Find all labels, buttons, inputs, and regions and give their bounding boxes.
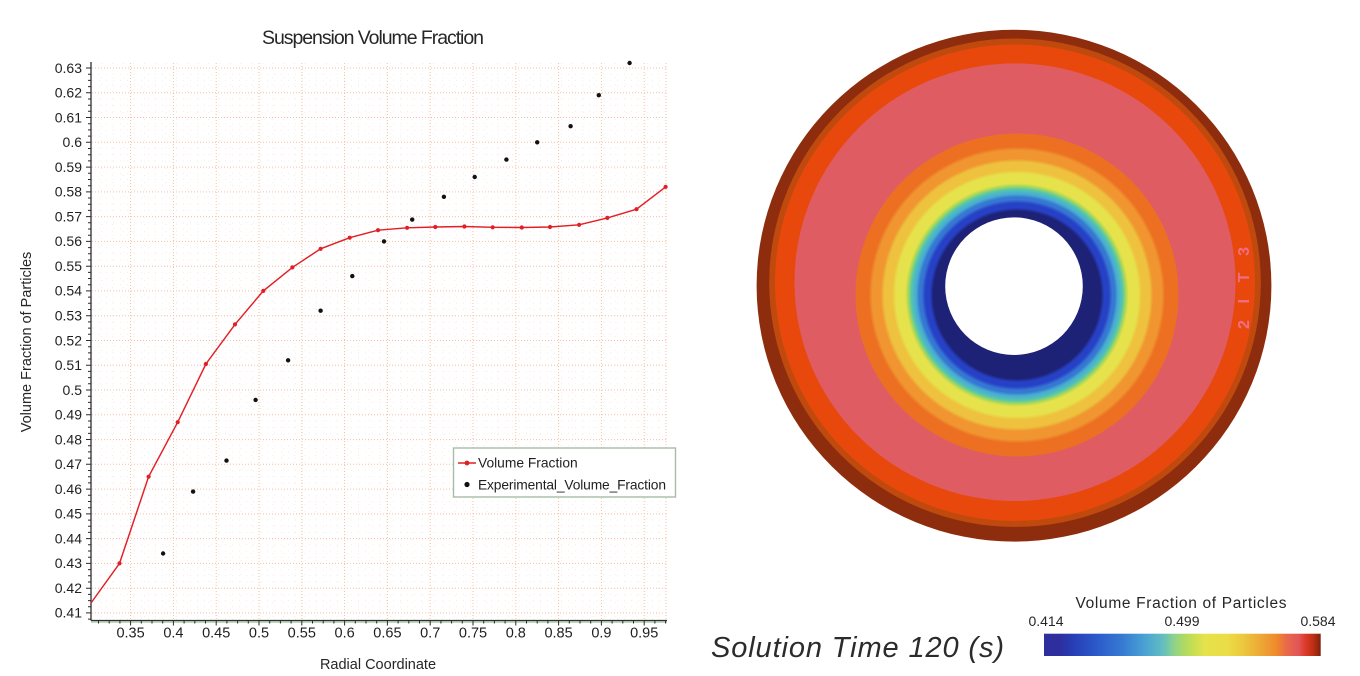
svg-text:0.6: 0.6 xyxy=(63,134,83,150)
svg-text:0.52: 0.52 xyxy=(55,332,82,348)
svg-text:0.59: 0.59 xyxy=(55,159,82,175)
svg-text:0.54: 0.54 xyxy=(55,283,82,299)
svg-text:0.47: 0.47 xyxy=(55,456,82,472)
svg-text:0.41: 0.41 xyxy=(55,605,82,621)
svg-text:Volume Fraction: Volume Fraction xyxy=(478,456,578,471)
svg-text:0.584: 0.584 xyxy=(1300,613,1335,629)
svg-text:0.57: 0.57 xyxy=(55,208,82,224)
svg-text:0.58: 0.58 xyxy=(55,184,82,200)
svg-text:0.5: 0.5 xyxy=(63,382,83,398)
svg-text:0.42: 0.42 xyxy=(55,580,82,596)
svg-text:Solution Time 120 (s): Solution Time 120 (s) xyxy=(711,632,1004,664)
svg-text:0.45: 0.45 xyxy=(55,506,82,522)
svg-text:0.9: 0.9 xyxy=(591,626,611,642)
svg-text:0.46: 0.46 xyxy=(55,481,82,497)
svg-text:0.7: 0.7 xyxy=(420,626,440,642)
svg-text:0.56: 0.56 xyxy=(55,233,82,249)
svg-text:0.62: 0.62 xyxy=(55,85,82,101)
svg-text:0.53: 0.53 xyxy=(55,308,82,324)
svg-text:Volume Fraction of Particles: Volume Fraction of Particles xyxy=(1076,595,1287,612)
svg-text:Suspension Volume Fraction: Suspension Volume Fraction xyxy=(262,27,484,49)
svg-text:0.4: 0.4 xyxy=(163,626,183,642)
svg-text:0.95: 0.95 xyxy=(630,626,658,642)
svg-text:0.63: 0.63 xyxy=(55,60,82,76)
svg-text:0.499: 0.499 xyxy=(1164,613,1199,629)
svg-text:0.75: 0.75 xyxy=(459,626,487,642)
svg-text:0.43: 0.43 xyxy=(55,555,82,571)
svg-text:0.49: 0.49 xyxy=(55,407,82,423)
svg-text:0.48: 0.48 xyxy=(55,431,82,447)
svg-text:0.8: 0.8 xyxy=(506,626,526,642)
svg-text:0.55: 0.55 xyxy=(288,626,316,642)
svg-text:0.44: 0.44 xyxy=(55,530,82,546)
svg-text:Radial Coordinate: Radial Coordinate xyxy=(320,657,436,671)
svg-text:0.85: 0.85 xyxy=(544,626,572,642)
svg-text:0.65: 0.65 xyxy=(373,626,401,642)
svg-text:0.414: 0.414 xyxy=(1028,613,1063,629)
svg-text:0.6: 0.6 xyxy=(335,626,355,642)
svg-text:Experimental_Volume_Fraction: Experimental_Volume_Fraction xyxy=(478,478,666,493)
svg-text:0.5: 0.5 xyxy=(249,626,269,642)
svg-text:Volume Fraction of Particles: Volume Fraction of Particles xyxy=(19,252,35,433)
svg-text:0.45: 0.45 xyxy=(202,626,230,642)
svg-text:0.55: 0.55 xyxy=(55,258,82,274)
svg-text:0.51: 0.51 xyxy=(55,357,82,373)
svg-text:0.61: 0.61 xyxy=(55,109,82,125)
svg-text:0.35: 0.35 xyxy=(116,626,144,642)
